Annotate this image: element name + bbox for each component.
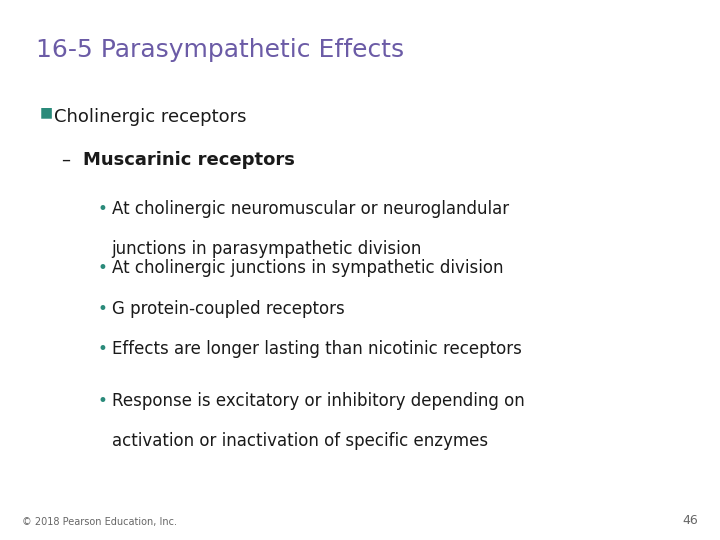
Text: junctions in parasympathetic division: junctions in parasympathetic division: [112, 240, 422, 258]
Text: © 2018 Pearson Education, Inc.: © 2018 Pearson Education, Inc.: [22, 516, 176, 526]
Text: 16-5 Parasympathetic Effects: 16-5 Parasympathetic Effects: [36, 38, 404, 62]
Text: •: •: [97, 392, 107, 409]
Text: G protein-coupled receptors: G protein-coupled receptors: [112, 300, 344, 318]
Text: •: •: [97, 259, 107, 277]
Text: •: •: [97, 340, 107, 358]
Text: ■: ■: [40, 105, 53, 119]
Text: Effects are longer lasting than nicotinic receptors: Effects are longer lasting than nicotini…: [112, 340, 521, 358]
Text: At cholinergic junctions in sympathetic division: At cholinergic junctions in sympathetic …: [112, 259, 503, 277]
Text: Response is excitatory or inhibitory depending on: Response is excitatory or inhibitory dep…: [112, 392, 524, 409]
Text: •: •: [97, 200, 107, 218]
Text: activation or inactivation of specific enzymes: activation or inactivation of specific e…: [112, 432, 487, 450]
Text: –: –: [61, 151, 71, 169]
Text: •: •: [97, 300, 107, 318]
Text: At cholinergic neuromuscular or neuroglandular: At cholinergic neuromuscular or neurogla…: [112, 200, 509, 218]
Text: Muscarinic receptors: Muscarinic receptors: [83, 151, 294, 169]
Text: Cholinergic receptors: Cholinergic receptors: [54, 108, 246, 126]
Text: 46: 46: [683, 514, 698, 526]
